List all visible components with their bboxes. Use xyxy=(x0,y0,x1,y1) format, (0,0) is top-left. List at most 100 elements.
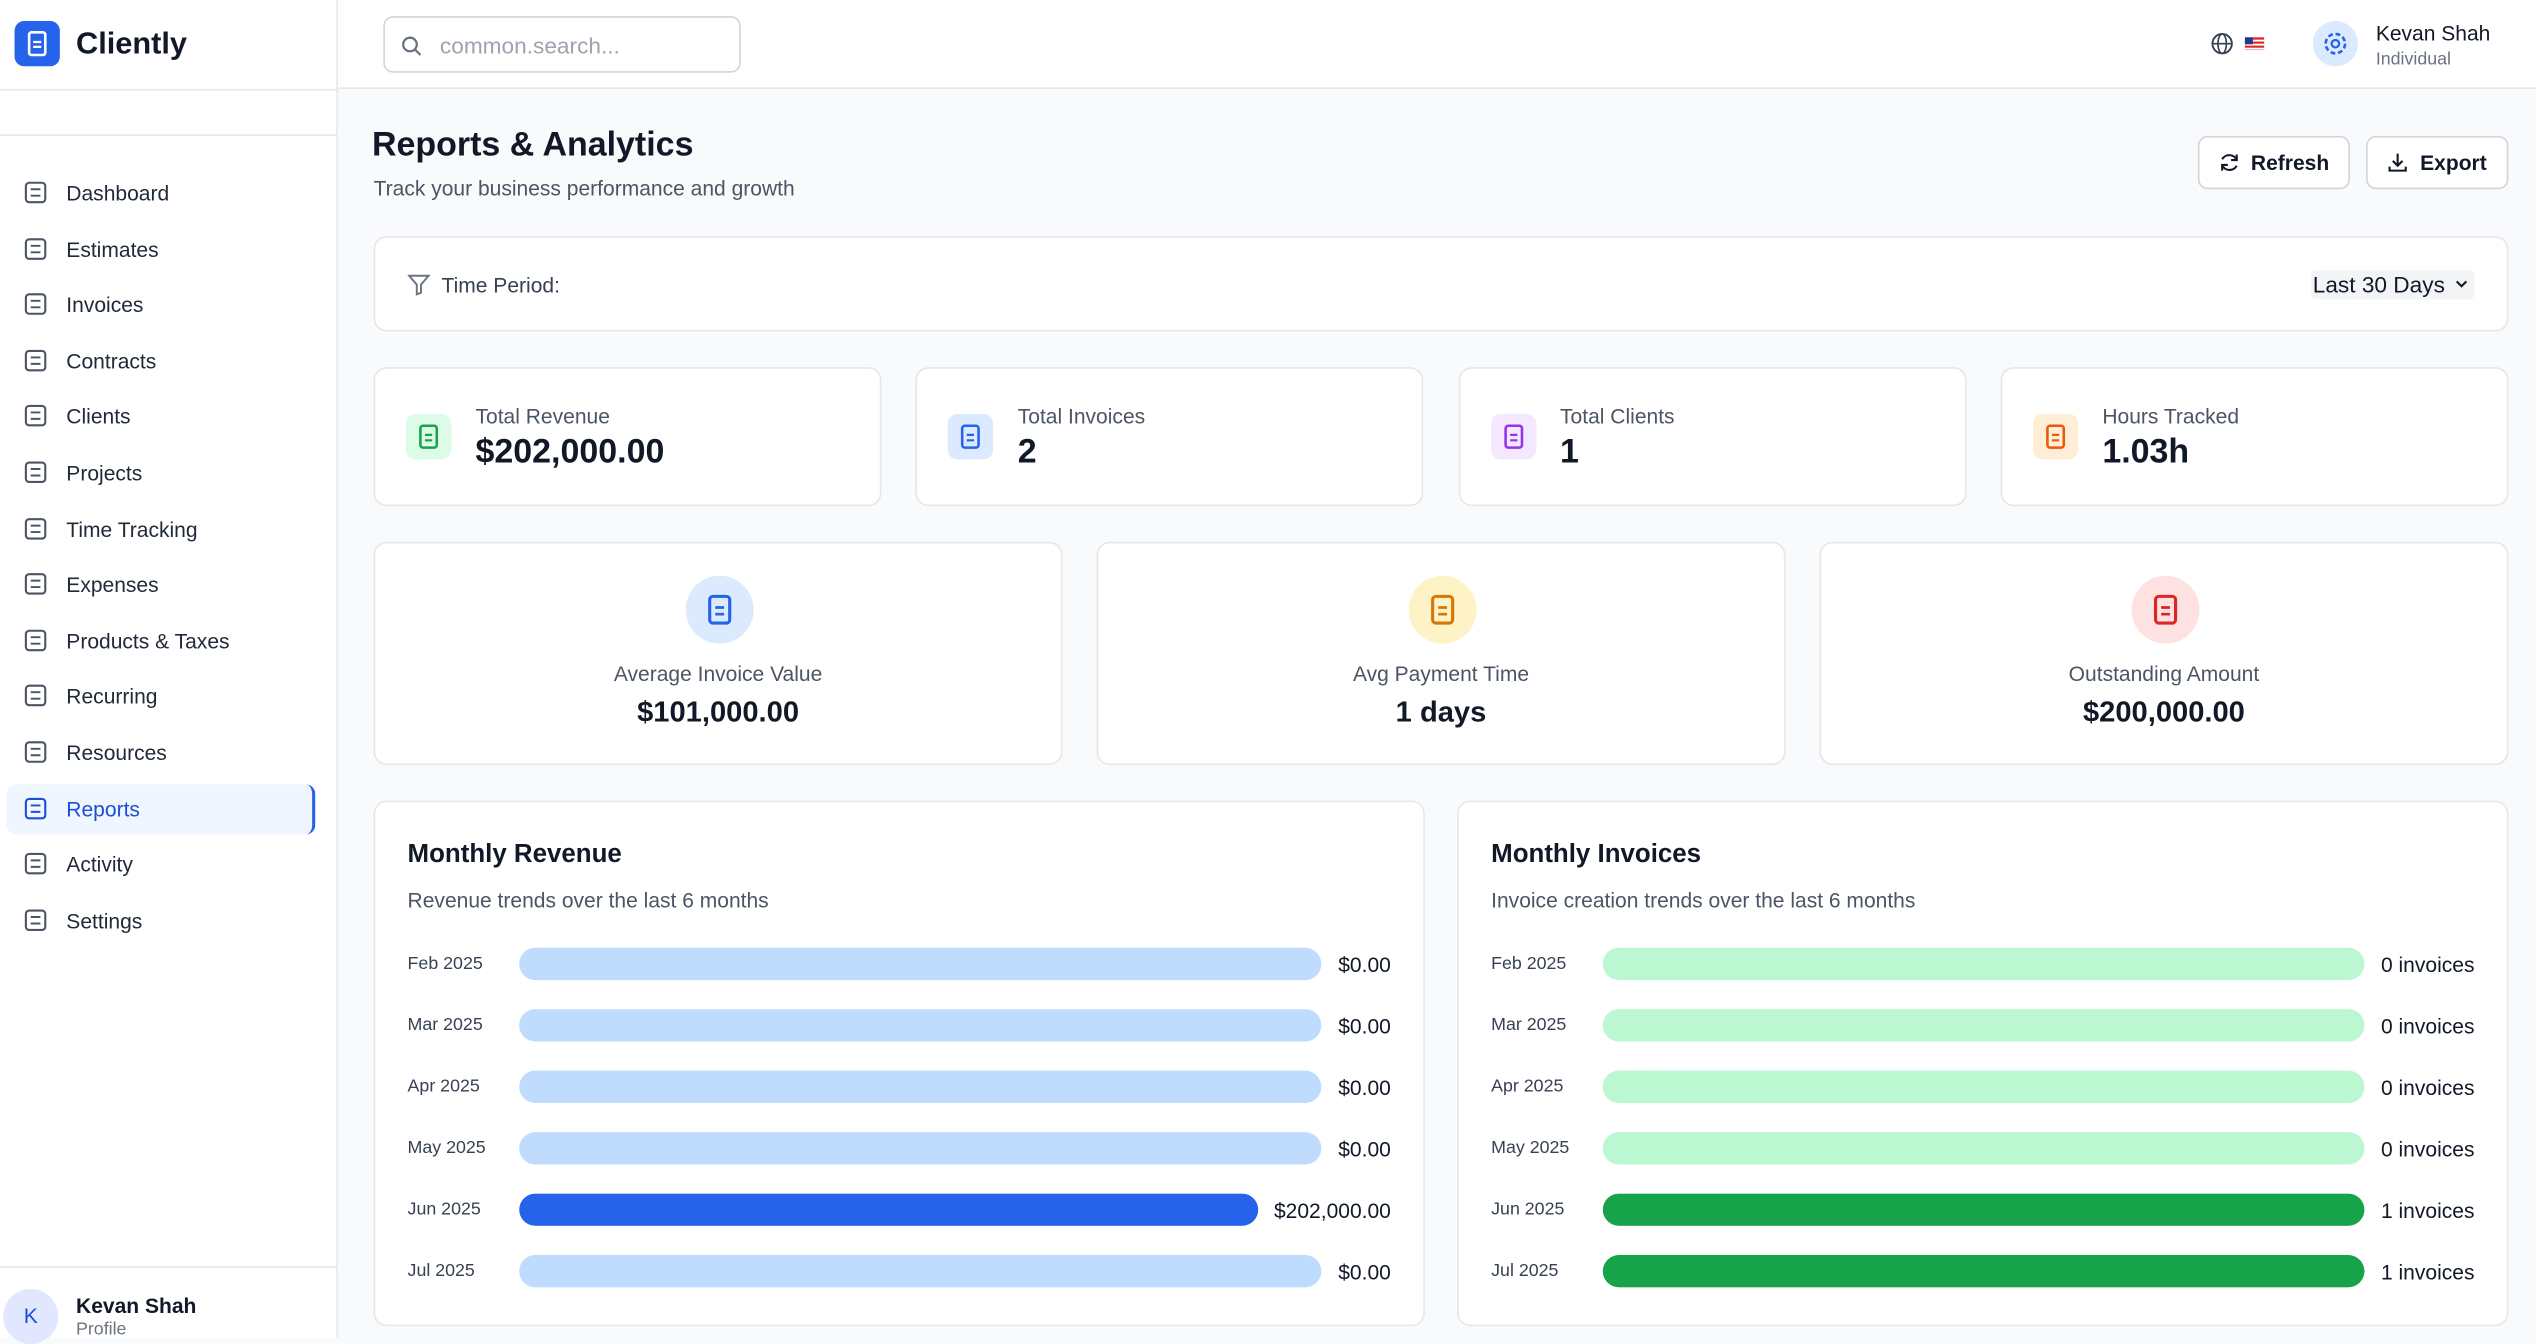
page-subtitle: Track your business performance and grow… xyxy=(373,176,795,201)
value-label: 1 invoices xyxy=(2380,1259,2475,1284)
stat-card: Total Revenue $202,000.00 xyxy=(373,367,882,507)
user-role: Individual xyxy=(2375,50,2451,70)
chart-card: Monthly Revenue Revenue trends over the l… xyxy=(373,800,1425,1327)
export-button[interactable]: Export xyxy=(2366,135,2509,190)
refresh-label: Refresh xyxy=(2250,150,2330,175)
icon xyxy=(1499,422,1528,459)
bar-row: Mar 2025 0 invoices xyxy=(1491,1008,2474,1044)
stat-value: 2 xyxy=(1017,433,1037,471)
nav-item[interactable]: Reports xyxy=(6,783,316,834)
period-select[interactable]: Last 30 Days xyxy=(2311,270,2475,300)
metric-label: Avg Payment Time xyxy=(1352,661,1530,686)
metric-label: Outstanding Amount xyxy=(2068,661,2260,686)
nav-label: Products & Taxes xyxy=(66,628,230,654)
value-label: $0.00 xyxy=(1338,1013,1391,1038)
month-label: May 2025 xyxy=(407,1138,486,1158)
value-label: 0 invoices xyxy=(2380,1013,2475,1038)
nav-label: Estimates xyxy=(66,237,159,262)
avatar[interactable]: K xyxy=(3,1288,59,1344)
bar-row: Feb 2025 $0.00 xyxy=(408,946,1391,982)
nav-label: Projects xyxy=(66,460,143,486)
sidebar: Cliently Dashboard Estimates Invoices Contr… xyxy=(0,0,339,1344)
bar-track xyxy=(1602,1132,2365,1165)
bar-track xyxy=(519,1070,1323,1103)
bar-track xyxy=(1602,1009,2365,1042)
bar-row: May 2025 0 invoices xyxy=(1491,1130,2474,1166)
nav-item[interactable]: Resources xyxy=(6,728,315,778)
bar-track xyxy=(1602,947,2365,981)
nav-label: Settings xyxy=(66,908,143,933)
search-box[interactable]: common.search... xyxy=(383,16,741,73)
chart-subtitle: Invoice creation trends over the last 6 … xyxy=(1491,887,1916,913)
stat-value: 1.03h xyxy=(2102,433,2190,471)
bar-track xyxy=(519,1132,1323,1165)
stat-value: 1 xyxy=(1560,433,1579,471)
user-name[interactable]: Kevan Shah xyxy=(2375,21,2491,46)
user-avatar[interactable] xyxy=(2312,21,2359,67)
nav-item[interactable]: Dashboard xyxy=(6,168,315,218)
nav-item[interactable]: Estimates xyxy=(6,224,315,274)
nav-label: Time Tracking xyxy=(66,516,198,542)
metric-value: $200,000.00 xyxy=(2082,695,2245,728)
nav-item[interactable]: Clients xyxy=(6,392,315,442)
period-value: Last 30 Days xyxy=(2312,271,2445,298)
nav-item[interactable]: Time Tracking xyxy=(6,504,315,554)
nav-item[interactable]: Recurring xyxy=(6,672,315,722)
chart-subtitle: Revenue trends over the last 6 months xyxy=(407,887,769,913)
nav-label: Activity xyxy=(66,852,133,877)
stat-icon xyxy=(948,414,994,460)
stat-label: Total Revenue xyxy=(475,404,610,429)
brand[interactable]: Cliently xyxy=(76,27,188,62)
refresh-button[interactable]: Refresh xyxy=(2197,135,2350,190)
stat-icon xyxy=(2032,414,2079,460)
bar-row: Jun 2025 $202,000.00 xyxy=(408,1192,1391,1228)
bar-row: Mar 2025 $0.00 xyxy=(408,1008,1391,1044)
value-label: $0.00 xyxy=(1338,1074,1391,1099)
filter-label: Time Period: xyxy=(441,273,560,298)
metric-icon xyxy=(1408,575,1477,644)
bar-row: Jul 2025 $0.00 xyxy=(408,1253,1391,1289)
page-title: Reports & Analytics xyxy=(371,126,694,164)
value-label: $202,000.00 xyxy=(1273,1197,1391,1222)
stat-label: Total Invoices xyxy=(1017,404,1146,429)
month-label: Jul 2025 xyxy=(1491,1261,1559,1281)
value-label: $0.00 xyxy=(1338,1136,1391,1161)
bar-row: Feb 2025 0 invoices xyxy=(1491,946,2474,982)
nav-item[interactable]: Invoices xyxy=(6,280,315,330)
nav-item[interactable]: Products & Taxes xyxy=(6,616,315,666)
icon xyxy=(2041,422,2070,459)
stat-card: Hours Tracked 1.03h xyxy=(2000,367,2509,507)
bar-track xyxy=(519,1009,1323,1042)
stat-icon xyxy=(405,414,452,460)
bar-track xyxy=(1602,1255,2365,1288)
nav-item[interactable]: Settings xyxy=(6,896,315,946)
month-label: Jun 2025 xyxy=(1491,1200,1565,1220)
nav-item[interactable]: Activity xyxy=(6,840,315,890)
bar-track xyxy=(519,1255,1323,1288)
metric-card: Outstanding Amount $200,000.00 xyxy=(1819,541,2509,765)
profile-name[interactable]: Kevan Shah xyxy=(76,1293,197,1319)
nav-item[interactable]: Projects xyxy=(6,448,315,498)
search-placeholder: common.search... xyxy=(439,32,620,59)
profile-caption: Profile xyxy=(76,1319,127,1340)
icon xyxy=(702,592,738,636)
bar-row: May 2025 $0.00 xyxy=(408,1130,1391,1166)
bar xyxy=(519,1193,1258,1226)
bar-track xyxy=(519,1193,1258,1226)
month-label: Jul 2025 xyxy=(407,1261,475,1281)
nav-label: Expenses xyxy=(66,572,159,598)
nav-label: Contracts xyxy=(66,349,157,374)
chart-title: Monthly Invoices xyxy=(1491,840,1702,869)
nav-item[interactable]: Expenses xyxy=(6,560,315,610)
flag-icon[interactable] xyxy=(2244,37,2265,51)
month-label: Feb 2025 xyxy=(407,954,483,974)
metric-value: 1 days xyxy=(1395,695,1487,728)
value-label: $0.00 xyxy=(1338,951,1391,977)
value-label: $0.00 xyxy=(1338,1259,1391,1284)
month-label: Apr 2025 xyxy=(1491,1077,1564,1097)
nav-item[interactable]: Contracts xyxy=(6,336,315,386)
globe-icon[interactable] xyxy=(2211,32,2234,55)
month-label: Jun 2025 xyxy=(407,1200,481,1220)
bar-row: Apr 2025 $0.00 xyxy=(408,1069,1391,1105)
